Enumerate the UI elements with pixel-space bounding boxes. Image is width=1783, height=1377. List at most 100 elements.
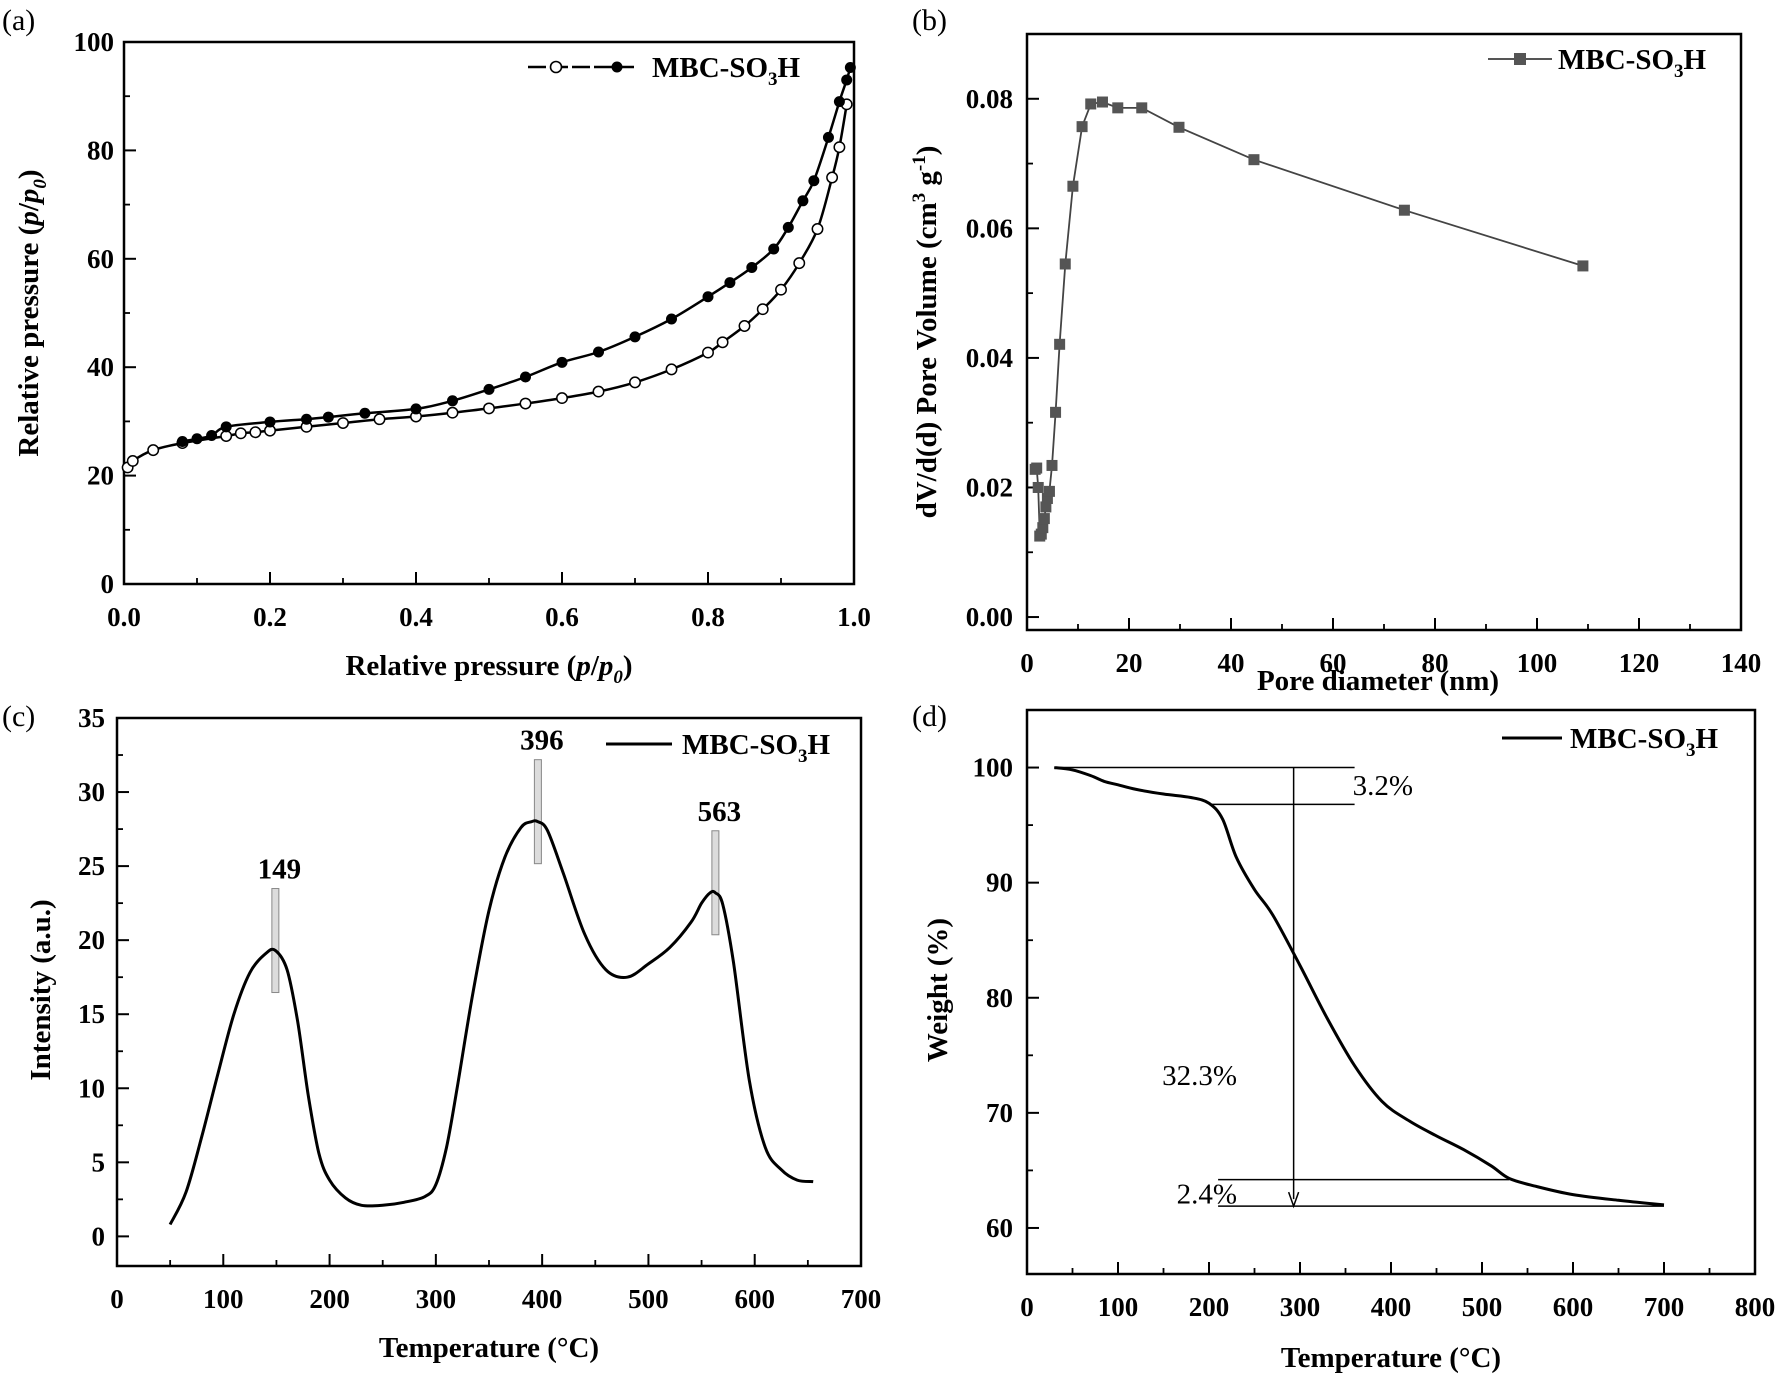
x-tick-label: 500 (628, 1284, 669, 1314)
adsorption-point (833, 141, 846, 154)
panel-c-legend: MBC-SO3H (606, 729, 831, 767)
x-tick-label: 200 (309, 1284, 350, 1314)
panel-d-legend: MBC-SO3H (1502, 723, 1719, 761)
y-tick-label: 80 (87, 135, 114, 165)
panel-b-series (1029, 96, 1589, 542)
adsorption-point (234, 427, 247, 440)
panel-c-plot-frame (115, 716, 863, 1268)
x-tick-label: 100 (1517, 648, 1558, 678)
panel-d-tga: (d) 0 100 200 300 400 500 600 700 800 60 70 80 90 100… (912, 700, 1775, 1374)
y-tick-label: 0.02 (966, 472, 1013, 502)
y-tick-label: 35 (78, 703, 105, 733)
desorption-point (724, 277, 736, 289)
x-tick-label: 400 (1371, 1292, 1412, 1322)
y-tick-label: 60 (87, 244, 114, 274)
x-tick-label: 400 (522, 1284, 563, 1314)
pore-volume-point (1577, 260, 1589, 272)
desorption-point (841, 74, 853, 86)
panel-a-plot-frame (122, 40, 856, 586)
x-tick-label: 500 (1462, 1292, 1503, 1322)
y-tick-label: 80 (986, 983, 1013, 1013)
pore-volume-point (1398, 204, 1410, 216)
x-tick-label: 0.0 (107, 602, 141, 632)
pore-volume-point (1076, 121, 1088, 133)
desorption-point (593, 346, 604, 358)
desorption-point (797, 195, 809, 207)
y-tick-label: 0.04 (966, 343, 1013, 373)
panel-a-y-axis-title: Relative pressure (p/p0) (13, 169, 51, 456)
adsorption-point (483, 402, 495, 415)
peak-marker-bar (271, 888, 280, 994)
panel-b-legend-label: MBC-SO3H (1558, 44, 1707, 82)
adsorption-point (756, 303, 769, 316)
x-tick-label: 120 (1619, 648, 1660, 678)
y-tick-label: 0 (92, 1221, 106, 1251)
mass-loss-label: 3.2% (1353, 770, 1413, 802)
tga-curve (1054, 766, 1665, 1207)
adsorption-point (629, 376, 641, 389)
x-tick-label: 0.6 (545, 602, 579, 632)
adsorption-point (826, 171, 839, 184)
x-tick-label: 800 (1735, 1292, 1776, 1322)
pore-volume-point (1054, 338, 1066, 350)
x-tick-label: 20 (1116, 648, 1143, 678)
mass-loss-arrow-head (1287, 1191, 1300, 1209)
desorption-point (220, 421, 232, 433)
y-tick-label: 20 (87, 461, 114, 491)
pore-volume-point (1059, 258, 1071, 270)
adsorption-point (556, 392, 568, 405)
pore-volume-point (1041, 492, 1053, 504)
pore-volume-point (1096, 96, 1108, 108)
y-tick-label: 30 (78, 777, 105, 807)
pore-volume-point (1043, 485, 1055, 497)
y-tick-label: 0.08 (966, 84, 1013, 114)
panel-b-plot-frame (1025, 32, 1743, 632)
y-tick-label: 90 (986, 868, 1013, 898)
desorption-point (822, 131, 834, 143)
y-tick-label: 60 (986, 1213, 1013, 1243)
x-tick-label: 80 (1422, 648, 1449, 678)
panel-c-nh3-tpd: (c) 0 100 200 300 400 500 600 700 0 5 10 15 20 25 30 35… (2, 700, 881, 1364)
panel-a-legend: MBC-SO3H (528, 52, 801, 90)
mass-loss-label: 32.3% (1162, 1060, 1237, 1092)
pore-volume-point (1112, 102, 1124, 114)
x-tick-label: 300 (416, 1284, 457, 1314)
pore-volume-point (1040, 501, 1052, 513)
desorption-point (264, 416, 276, 428)
x-tick-label: 200 (1189, 1292, 1230, 1322)
adsorption-point (702, 346, 714, 359)
adsorption-point (126, 455, 139, 467)
panel-b-pore-size-distribution: (b) 0 20 40 60 80 100 120 140 0.00 0.02 0.04 0.06 0.… (909, 4, 1761, 697)
x-tick-label: 60 (1320, 648, 1347, 678)
pore-volume-point (1085, 98, 1097, 110)
pore-volume-point (1038, 513, 1050, 525)
legend-open-circle-marker (549, 60, 563, 74)
pore-volume-point (1046, 459, 1058, 471)
adsorption-point (793, 257, 806, 270)
x-tick-label: 100 (203, 1284, 244, 1314)
desorption-point (176, 435, 188, 447)
panel-b-y-axis-title: dV/d(d) Pore Volume (cm3 g-1) (909, 146, 943, 519)
panel-d-y-axis-title: Weight (%) (922, 918, 954, 1062)
panel-a-label: (a) (2, 4, 35, 37)
desorption-point (768, 243, 780, 255)
desorption-point (191, 433, 203, 445)
x-tick-label: 0 (1020, 648, 1034, 678)
y-tick-label: 0 (101, 569, 115, 599)
pore-volume-point (1050, 406, 1062, 418)
adsorption-point (446, 406, 459, 419)
x-tick-label: 0.4 (399, 602, 433, 632)
legend-filled-circle-marker (611, 61, 623, 73)
desorption-point (844, 61, 856, 73)
adsorption-point (716, 336, 729, 349)
y-tick-label: 25 (78, 851, 105, 881)
x-tick-label: 700 (841, 1284, 882, 1314)
panel-d-annotations: 3.2% 32.3% 2.4% (1054, 766, 1664, 1210)
adsorption-point (337, 417, 349, 429)
panel-a-x-axis-title: Relative pressure (p/p0) (345, 650, 632, 688)
pore-volume-point (1136, 102, 1148, 114)
desorption-point (833, 96, 845, 108)
y-tick-label: 10 (78, 1073, 105, 1103)
x-tick-label: 100 (1098, 1292, 1139, 1322)
